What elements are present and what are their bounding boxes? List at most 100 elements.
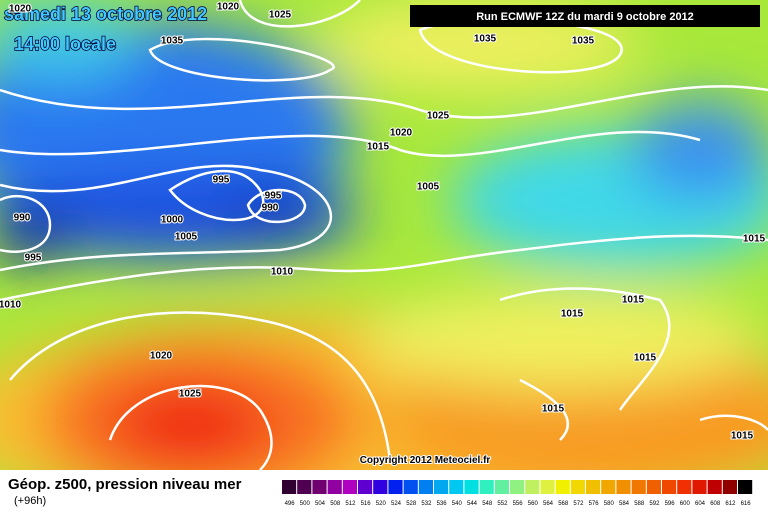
scale-swatch	[342, 480, 357, 494]
scale-swatch	[646, 480, 661, 494]
scale-swatch	[418, 480, 433, 494]
isobar-label: 990	[262, 203, 279, 214]
isobar-label: 995	[213, 175, 230, 186]
isobar-label: 1015	[743, 234, 766, 245]
isobar-label: 1025	[427, 111, 450, 122]
isobar-label: 1025	[179, 389, 202, 400]
time-label: 14:00 locale	[14, 34, 116, 54]
scale-swatch	[570, 480, 585, 494]
scale-label: 564	[543, 501, 554, 507]
isobar-label: 1010	[271, 267, 294, 278]
scale-label: 576	[589, 501, 600, 507]
scale-swatch	[601, 480, 616, 494]
scale-label: 604	[695, 501, 706, 507]
date-label: samedi 13 octobre 2012	[4, 4, 207, 24]
scale-swatch	[677, 480, 692, 494]
scale-label: 524	[391, 501, 402, 507]
isobar-label: 1015	[561, 309, 584, 320]
scale-label: 556	[513, 501, 524, 507]
isobar-label: 1020	[150, 351, 173, 362]
scale-swatch	[738, 480, 753, 494]
scale-swatch	[358, 480, 373, 494]
scale-swatch	[631, 480, 646, 494]
isobar-label: 995	[265, 191, 282, 202]
scale-swatch	[388, 480, 403, 494]
isobar-label: 1020	[217, 2, 240, 13]
isobar-label: 1000	[161, 215, 184, 226]
scale-label: 592	[649, 501, 660, 507]
scale-label: 612	[725, 501, 736, 507]
scale-swatch	[494, 480, 509, 494]
scale-label: 616	[741, 501, 752, 507]
isobar-label: 1015	[634, 353, 657, 364]
scale-label: 500	[300, 501, 311, 507]
scale-label: 560	[528, 501, 539, 507]
scale-swatch	[479, 480, 494, 494]
lead-time: (+96h)	[14, 495, 46, 507]
scale-swatch	[449, 480, 464, 494]
isobar-label: 1010	[0, 300, 22, 311]
scale-label: 512	[345, 501, 356, 507]
scale-label: 588	[634, 501, 645, 507]
scale-swatch	[312, 480, 327, 494]
scale-swatch	[327, 480, 342, 494]
scale-label: 548	[482, 501, 493, 507]
scale-swatch	[510, 480, 525, 494]
scale-swatch	[434, 480, 449, 494]
scale-label: 532	[421, 501, 432, 507]
run-label: Run ECMWF 12Z du mardi 9 octobre 2012	[476, 11, 694, 23]
isobar-label: 1020	[9, 4, 32, 15]
scale-label: 544	[467, 501, 478, 507]
scale-swatch	[662, 480, 677, 494]
scale-label: 508	[330, 501, 341, 507]
isobar-label: 1015	[622, 295, 645, 306]
scale-swatch	[616, 480, 631, 494]
scale-label: 528	[406, 501, 417, 507]
scale-swatch	[707, 480, 722, 494]
isobar-label: 995	[25, 253, 42, 264]
scale-label: 552	[497, 501, 508, 507]
scale-swatch	[525, 480, 540, 494]
scale-label: 600	[680, 501, 691, 507]
scale-swatch	[722, 480, 737, 494]
isobar-label: 1015	[367, 142, 390, 153]
scale-label: 516	[361, 501, 372, 507]
isobar-label: 990	[14, 213, 31, 224]
scale-swatch	[692, 480, 707, 494]
scale-label: 580	[604, 501, 615, 507]
scale-label: 496	[285, 501, 296, 507]
isobar-label: 1005	[417, 182, 440, 193]
scale-swatch	[373, 480, 388, 494]
run-box	[410, 5, 760, 27]
isobar-label: 1035	[161, 36, 184, 47]
scale-swatch	[282, 480, 297, 494]
scale-swatch	[586, 480, 601, 494]
isobar-label: 1025	[269, 10, 292, 21]
scale-swatch	[540, 480, 555, 494]
scale-label: 540	[452, 501, 463, 507]
isobar-label: 1035	[572, 36, 595, 47]
scale-label: 608	[710, 501, 721, 507]
isobar-label: 1015	[542, 404, 565, 415]
scale-swatch	[555, 480, 570, 494]
scale-swatch	[464, 480, 479, 494]
scale-label: 568	[558, 501, 569, 507]
isobar-label: 1035	[474, 34, 497, 45]
scale-label: 572	[573, 501, 584, 507]
copyright: Copyright 2012 Meteociel.fr	[360, 455, 491, 466]
scale-swatch	[403, 480, 418, 494]
isobar-label: 1005	[175, 232, 198, 243]
legend-title: Géop. z500, pression niveau mer	[8, 476, 242, 493]
scale-swatch	[297, 480, 312, 494]
color-scale: 496 500 504 508 512 516 520 524 528 532 536 540 544 5…	[282, 480, 753, 507]
isobar-label: 1015	[731, 431, 754, 442]
scale-label: 584	[619, 501, 630, 507]
isobar-label: 1020	[390, 128, 413, 139]
scale-label: 596	[665, 501, 676, 507]
scale-label: 536	[437, 501, 448, 507]
scale-label: 520	[376, 501, 387, 507]
scale-label: 504	[315, 501, 326, 507]
